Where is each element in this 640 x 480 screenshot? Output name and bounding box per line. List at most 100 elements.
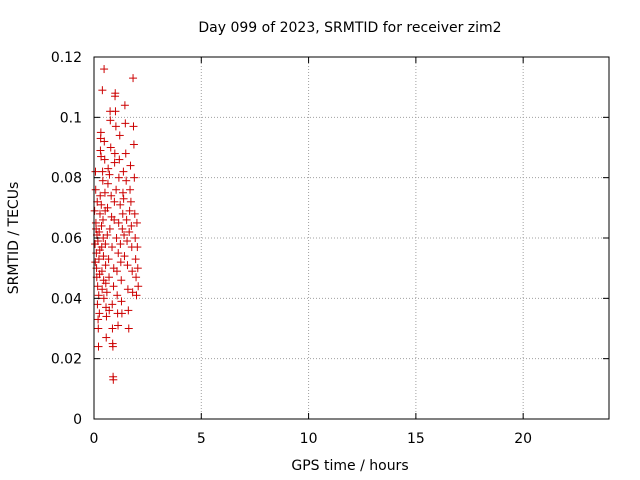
grid-lines xyxy=(94,57,609,419)
data-point xyxy=(103,203,112,212)
data-point xyxy=(90,206,99,215)
x-axis-label: GPS time / hours xyxy=(291,458,408,474)
data-point xyxy=(102,288,111,297)
x-tick-label: 10 xyxy=(300,431,318,447)
data-point xyxy=(109,375,118,384)
data-point xyxy=(98,285,107,294)
data-point xyxy=(111,107,120,116)
data-point xyxy=(100,155,109,164)
data-point xyxy=(101,240,110,249)
data-point xyxy=(113,291,122,300)
data-point xyxy=(129,74,138,83)
data-point xyxy=(126,185,135,194)
data-point xyxy=(108,243,117,252)
data-point xyxy=(131,255,140,264)
data-point xyxy=(97,200,106,209)
data-point xyxy=(122,215,131,224)
data-point xyxy=(118,209,127,218)
data-point xyxy=(106,143,115,152)
data-point xyxy=(106,116,115,125)
data-point xyxy=(117,309,126,318)
data-point xyxy=(120,252,129,261)
data-point xyxy=(115,155,124,164)
data-point xyxy=(134,282,143,291)
data-point xyxy=(118,188,127,197)
y-tick-label: 0.04 xyxy=(51,291,82,307)
data-point xyxy=(116,200,125,209)
axis-ticks: 0 5 10 15 20 0 0.02 0.04 0.06 0.08 0.1 0.12 xyxy=(51,50,609,447)
data-point xyxy=(108,342,117,351)
data-point xyxy=(110,215,119,224)
data-point xyxy=(128,267,137,276)
data-point xyxy=(127,221,136,230)
data-point xyxy=(117,297,126,306)
y-tick-label: 0.12 xyxy=(51,50,82,66)
data-point xyxy=(101,279,110,288)
data-point xyxy=(116,258,125,267)
data-point xyxy=(95,309,104,318)
x-tick-label: 5 xyxy=(197,431,206,447)
data-point xyxy=(112,267,121,276)
data-point xyxy=(132,273,141,282)
data-point xyxy=(104,255,113,264)
data-point xyxy=(103,230,112,239)
y-axis-label: SRMTID / TECUs xyxy=(6,182,22,295)
data-point xyxy=(117,276,126,285)
data-point xyxy=(115,131,124,140)
data-point xyxy=(123,261,132,270)
data-point xyxy=(119,194,128,203)
chart-title: Day 099 of 2023, SRMTID for receiver zim… xyxy=(198,20,501,36)
data-point xyxy=(105,273,114,282)
data-point xyxy=(100,188,109,197)
data-point xyxy=(126,161,135,170)
data-point xyxy=(99,215,108,224)
data-point xyxy=(93,300,102,309)
x-tick-label: 20 xyxy=(514,431,532,447)
data-point xyxy=(105,306,114,315)
data-point xyxy=(123,237,132,246)
data-point xyxy=(109,282,118,291)
data-point xyxy=(93,197,102,206)
y-tick-label: 0 xyxy=(73,412,82,428)
data-point xyxy=(129,122,138,131)
data-point xyxy=(108,324,117,333)
data-point xyxy=(132,291,141,300)
data-point xyxy=(112,234,121,242)
data-point xyxy=(131,234,140,242)
data-point xyxy=(96,128,105,137)
data-point xyxy=(110,197,119,206)
x-tick-label: 15 xyxy=(407,431,425,447)
data-point xyxy=(99,252,108,261)
data-point xyxy=(99,294,108,303)
data-point xyxy=(118,224,127,233)
data-point xyxy=(105,170,114,179)
x-tick-label: 0 xyxy=(90,431,99,447)
data-point xyxy=(120,230,129,239)
data-point xyxy=(91,167,100,176)
data-point xyxy=(96,209,105,218)
y-tick-label: 0.02 xyxy=(51,352,82,368)
data-point xyxy=(94,255,103,264)
data-point xyxy=(133,264,142,273)
data-point xyxy=(107,191,116,200)
data-point xyxy=(96,191,105,200)
data-point xyxy=(100,65,109,74)
data-point xyxy=(114,218,123,227)
data-point xyxy=(97,267,106,276)
data-point xyxy=(111,89,120,98)
data-point xyxy=(129,140,138,149)
data-point xyxy=(125,227,134,236)
data-point xyxy=(94,315,103,324)
data-point xyxy=(101,261,110,270)
data-point xyxy=(123,285,132,294)
data-point xyxy=(94,342,103,351)
data-point xyxy=(98,167,107,176)
data-point xyxy=(114,249,123,258)
data-point xyxy=(108,300,117,309)
y-tick-label: 0.1 xyxy=(60,110,82,126)
data-point xyxy=(133,243,142,252)
data-point xyxy=(110,149,119,158)
data-point xyxy=(98,176,107,185)
data-point xyxy=(100,137,109,146)
